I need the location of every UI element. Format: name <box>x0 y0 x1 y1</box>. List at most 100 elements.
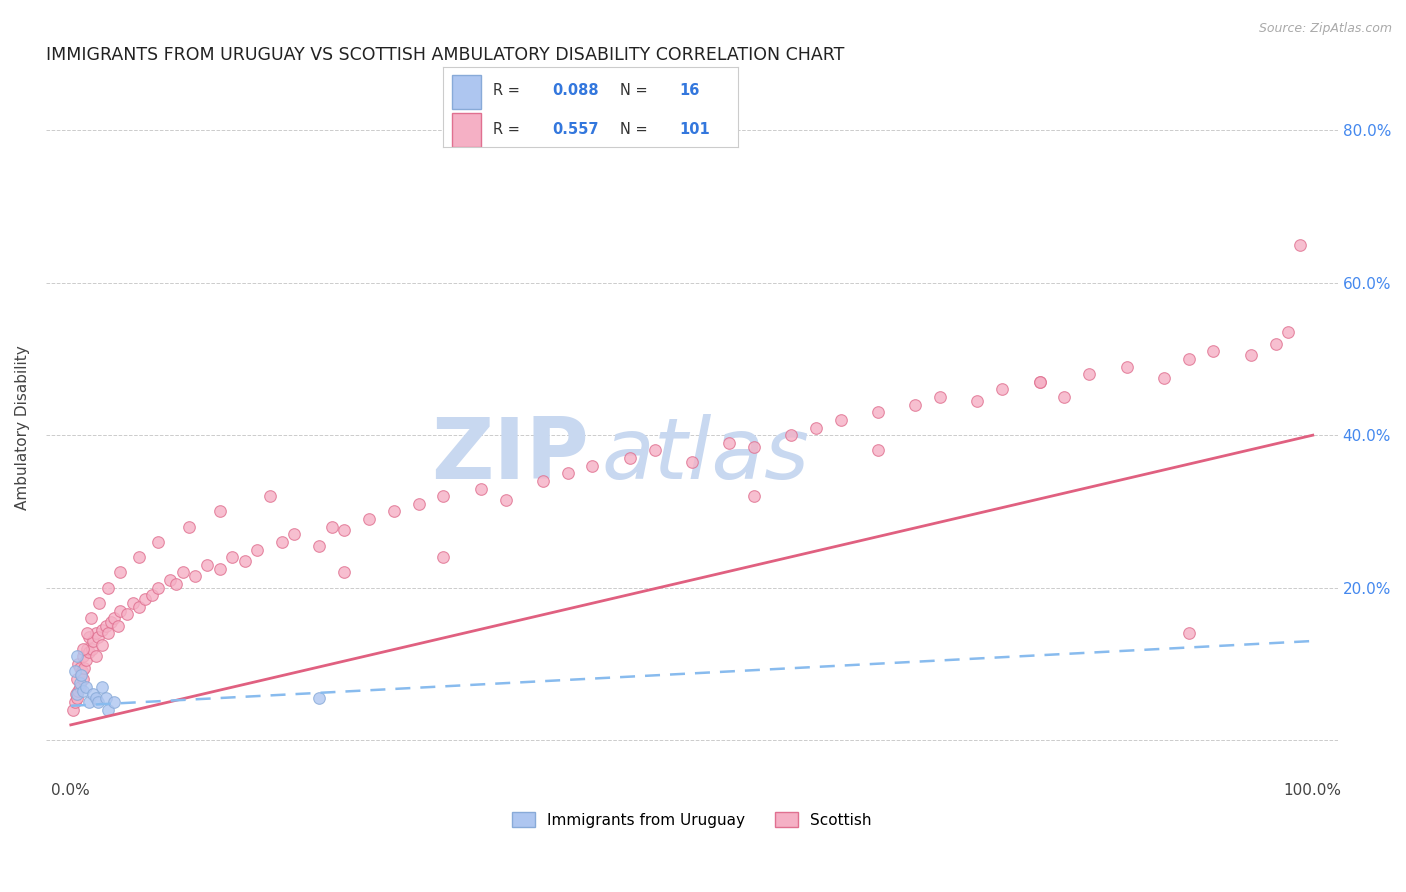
Point <box>718 435 741 450</box>
Text: ZIP: ZIP <box>430 414 589 497</box>
Point <box>79 645 101 659</box>
Point <box>72 672 94 686</box>
Point <box>97 703 120 717</box>
Point <box>159 573 181 587</box>
Point <box>103 695 125 709</box>
Point <box>1177 626 1199 640</box>
Point <box>84 649 107 664</box>
Point <box>966 393 988 408</box>
Point <box>432 489 454 503</box>
Text: atlas: atlas <box>602 414 810 497</box>
Text: IMMIGRANTS FROM URUGUAY VS SCOTTISH AMBULATORY DISABILITY CORRELATION CHART: IMMIGRANTS FROM URUGUAY VS SCOTTISH AMBU… <box>46 46 845 64</box>
Point <box>72 683 94 698</box>
Point <box>66 691 89 706</box>
Text: 101: 101 <box>679 122 710 137</box>
Point <box>70 665 93 679</box>
Legend: Immigrants from Uruguay, Scottish: Immigrants from Uruguay, Scottish <box>506 805 879 834</box>
Point <box>208 504 231 518</box>
Point <box>1115 359 1137 374</box>
Point <box>97 626 120 640</box>
Point <box>107 619 129 633</box>
Point <box>65 687 87 701</box>
Point <box>581 458 603 473</box>
Point <box>94 619 117 633</box>
Point <box>557 467 579 481</box>
Point <box>742 489 765 503</box>
Point <box>246 542 269 557</box>
Point <box>72 641 94 656</box>
Point <box>76 641 98 656</box>
Point <box>283 527 305 541</box>
Point <box>69 668 91 682</box>
Point <box>62 703 84 717</box>
Point <box>66 649 89 664</box>
Point <box>868 405 890 419</box>
Point <box>208 561 231 575</box>
Point <box>79 611 101 625</box>
Point <box>321 519 343 533</box>
Point <box>1264 336 1286 351</box>
Point <box>134 592 156 607</box>
Point <box>79 630 101 644</box>
Point <box>929 390 952 404</box>
FancyBboxPatch shape <box>451 75 481 109</box>
Point <box>141 588 163 602</box>
Point <box>103 611 125 625</box>
Point <box>333 566 356 580</box>
Point <box>69 676 91 690</box>
Point <box>122 596 145 610</box>
Point <box>308 691 330 706</box>
Point <box>97 581 120 595</box>
Point <box>197 558 219 572</box>
Point <box>470 482 492 496</box>
Point <box>1277 325 1299 339</box>
Point <box>63 665 86 679</box>
Point <box>357 512 380 526</box>
Point <box>495 493 517 508</box>
Point <box>408 497 430 511</box>
Point <box>84 691 107 706</box>
Point <box>73 661 96 675</box>
Point <box>681 455 703 469</box>
Point <box>742 440 765 454</box>
Point <box>63 695 86 709</box>
Point <box>1053 390 1076 404</box>
Point <box>89 596 111 610</box>
Point <box>69 661 91 675</box>
Point <box>82 634 104 648</box>
Point <box>72 649 94 664</box>
Point <box>87 630 110 644</box>
Point <box>84 626 107 640</box>
Text: 0.557: 0.557 <box>553 122 599 137</box>
Point <box>333 524 356 538</box>
Point <box>619 451 641 466</box>
Text: R =: R = <box>494 84 524 98</box>
Point <box>80 641 103 656</box>
Point <box>69 680 91 694</box>
Point <box>67 657 90 671</box>
Point <box>271 535 294 549</box>
Point <box>110 603 132 617</box>
Point <box>79 695 101 709</box>
Point <box>1078 367 1101 381</box>
Point <box>184 569 207 583</box>
Point <box>1153 371 1175 385</box>
Point <box>644 443 666 458</box>
Point <box>221 550 243 565</box>
Point <box>904 398 927 412</box>
Point <box>1202 344 1225 359</box>
Point <box>75 680 97 694</box>
Point <box>830 413 852 427</box>
Point <box>146 581 169 595</box>
Point <box>75 653 97 667</box>
Point <box>308 539 330 553</box>
Point <box>94 691 117 706</box>
Point <box>382 504 405 518</box>
Point <box>90 638 112 652</box>
Point <box>115 607 138 622</box>
Point <box>76 626 98 640</box>
Point <box>177 519 200 533</box>
Point <box>1289 237 1312 252</box>
Point <box>69 668 91 682</box>
Text: Source: ZipAtlas.com: Source: ZipAtlas.com <box>1258 22 1392 36</box>
